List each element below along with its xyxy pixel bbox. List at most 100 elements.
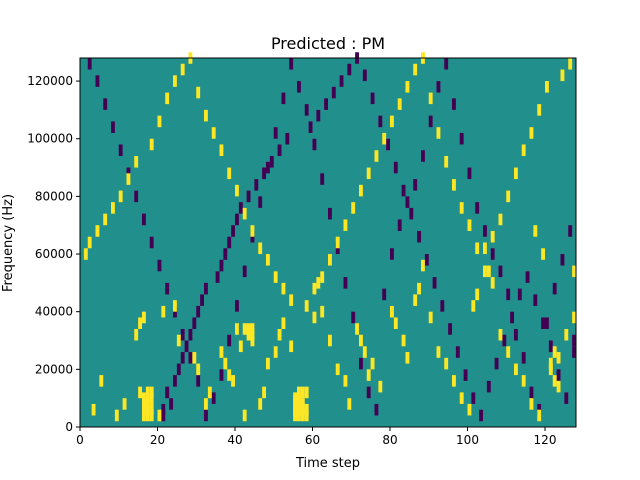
heatmap-cell-high	[304, 386, 309, 399]
heatmap-cell-high	[235, 184, 239, 197]
heatmap-cell-low	[548, 340, 553, 353]
heatmap-cell-high	[180, 63, 185, 76]
heatmap-cell-high	[266, 357, 270, 370]
heatmap-cell-high	[91, 403, 96, 416]
heatmap-cell-high	[289, 340, 294, 353]
heatmap-cell-high	[436, 127, 441, 139]
heatmap-cell-high	[444, 156, 449, 168]
heatmap-cell-low	[525, 271, 530, 283]
heatmap-cell-high	[452, 179, 456, 191]
heatmap-cell-low	[359, 357, 363, 370]
heatmap-cells	[80, 52, 576, 427]
heatmap-cell-high	[471, 300, 476, 312]
heatmap-cell-low	[223, 248, 228, 260]
heatmap-cell-high	[223, 357, 228, 370]
heatmap-cell-high	[552, 375, 557, 387]
heatmap-cell-low	[258, 196, 263, 208]
heatmap-cell-low	[413, 179, 418, 191]
heatmap-cell-high	[235, 323, 239, 335]
heatmap-cell-high	[118, 190, 123, 203]
heatmap-cell-high	[103, 213, 108, 226]
heatmap-cell-low	[227, 334, 232, 347]
heatmap-cell-low	[180, 328, 185, 341]
heatmap-cell-high	[374, 150, 379, 162]
heatmap-cell-low	[444, 58, 449, 70]
y-axis-label: Frequency (Hz)	[1, 194, 16, 292]
heatmap-cell-low	[308, 121, 313, 133]
heatmap-cell-high	[328, 254, 332, 266]
heatmap-cell-low	[533, 294, 538, 306]
heatmap-cell-low	[215, 271, 220, 283]
heatmap-cell-low	[142, 213, 146, 226]
heatmap-cell-low	[483, 225, 487, 237]
heatmap-cell-high	[552, 346, 557, 358]
heatmap-cell-low	[277, 144, 282, 157]
heatmap-cell-high	[397, 98, 402, 110]
heatmap-cell-low	[254, 179, 259, 191]
heatmap-cell-high	[328, 334, 332, 347]
heatmap-cell-high	[405, 81, 410, 93]
heatmap-cell-low	[409, 207, 414, 220]
heatmap-cell-high	[266, 254, 270, 266]
heatmap-cell-low	[374, 403, 379, 416]
heatmap-cell-high	[111, 202, 115, 214]
heatmap-cell-high	[134, 156, 139, 168]
heatmap-cell-low	[324, 98, 328, 110]
heatmap-cell-low	[498, 265, 503, 278]
heatmap-cell-low	[467, 167, 472, 180]
heatmap-cell-high	[273, 271, 278, 283]
heatmap-cell-high	[293, 392, 297, 404]
heatmap-cell-low	[180, 352, 185, 364]
heatmap-cell-high	[366, 369, 371, 381]
heatmap-cell-high	[506, 190, 511, 203]
heatmap-cell-low	[273, 127, 278, 139]
y-tick-label: 80000	[35, 189, 73, 203]
heatmap-cell-high	[351, 202, 356, 214]
heatmap-cell-low	[362, 69, 367, 82]
heatmap-cell-high	[475, 242, 480, 255]
heatmap-cell-low	[510, 311, 514, 324]
heatmap-cell-low	[390, 248, 394, 260]
heatmap-cell-low	[564, 392, 569, 404]
heatmap-cell-high	[246, 323, 251, 335]
heatmap-cell-high	[312, 311, 317, 324]
heatmap-cell-high	[114, 409, 119, 422]
heatmap-cell-high	[196, 363, 201, 376]
heatmap-cell-high	[304, 300, 309, 312]
heatmap-cell-high	[572, 265, 576, 278]
heatmap-cell-low	[204, 409, 208, 422]
heatmap-cell-low	[475, 202, 480, 214]
heatmap-cell-low	[328, 207, 332, 220]
heatmap-cell-low	[192, 317, 197, 329]
heatmap-cell-low	[103, 98, 108, 110]
heatmap-cell-low	[506, 288, 511, 301]
heatmap-cell-low	[297, 81, 301, 93]
heatmap-cell-high	[297, 386, 301, 399]
heatmap-cell-high	[227, 369, 232, 381]
heatmap-cell-high	[405, 352, 410, 364]
heatmap-cell-low	[331, 86, 336, 99]
heatmap-cell-high	[366, 167, 371, 180]
y-tick-label: 120000	[27, 74, 73, 88]
heatmap-cell-high	[320, 271, 325, 283]
heatmap-cell-high	[142, 392, 146, 404]
plot-frame	[79, 57, 577, 428]
heatmap-cell-high	[506, 346, 511, 358]
heatmap-cell-low	[238, 202, 243, 214]
heatmap-cell-low	[572, 334, 576, 347]
heatmap-cell-high	[483, 265, 487, 278]
heatmap-cell-high	[122, 398, 127, 410]
heatmap-cell-high	[436, 346, 441, 358]
heatmap-cell-low	[262, 167, 266, 180]
heatmap-cell-high	[572, 311, 576, 324]
heatmap-cell-high	[548, 357, 553, 370]
heatmap-cell-high	[281, 282, 286, 295]
heatmap-cell-low	[490, 248, 495, 260]
heatmap-cell-high	[262, 386, 266, 399]
heatmap-cell-high	[149, 403, 154, 416]
x-tick-label: 100	[456, 433, 479, 447]
heatmap-cell-high	[529, 127, 534, 139]
heatmap-cell-low	[343, 277, 348, 289]
heatmap-cell-low	[173, 375, 177, 387]
heatmap-cell-low	[165, 386, 170, 399]
